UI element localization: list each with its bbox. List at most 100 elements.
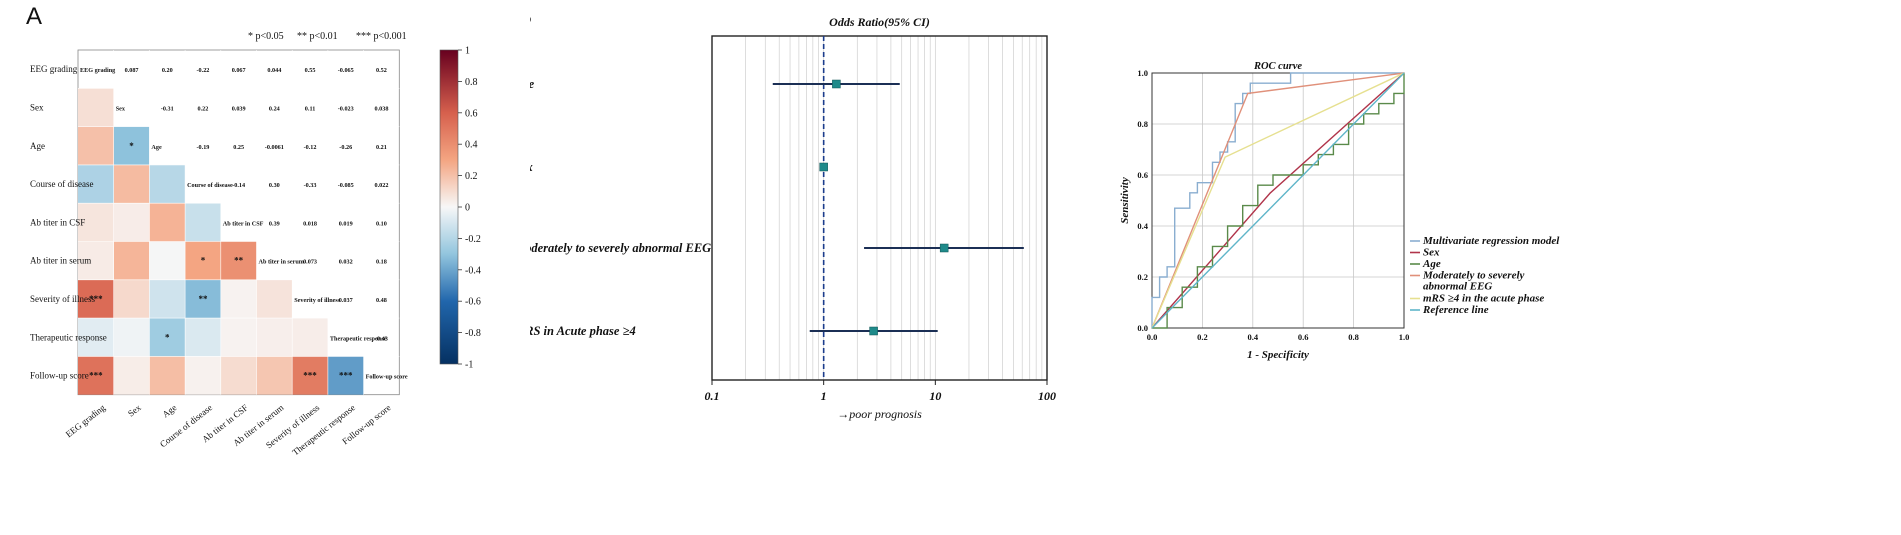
- y-tick-label: 0.6: [1137, 170, 1148, 180]
- odds-ratio-marker: [832, 79, 841, 89]
- colorbar-tick-label: -0.8: [465, 328, 481, 339]
- diagonal-variable-label: Course of disease: [187, 182, 233, 189]
- significance-star: ***: [339, 371, 353, 381]
- forest-title: Odds Ratio(95% CI): [829, 15, 930, 29]
- forest-row-label: MRS in Acute phase ≥4: [530, 324, 636, 338]
- heatmap-cell: [185, 203, 221, 242]
- heatmap-cell: [78, 88, 114, 127]
- correlation-value: 0.073: [303, 259, 317, 266]
- colorbar-tick-label: -0.2: [465, 234, 481, 245]
- correlation-value: -0.43: [375, 335, 388, 342]
- colorbar-tick-label: 0: [465, 203, 470, 214]
- legend-entry: Multivariate regression model: [1422, 235, 1560, 247]
- forest-row-label: Age: [530, 77, 535, 91]
- diagonal-variable-label: Severity of illness: [294, 297, 341, 304]
- roc-chart: C ROC curve0.00.00.20.20.40.40.60.60.80.…: [1070, 3, 1560, 361]
- correlation-heatmap: A * p<0.05 ** p<0.01 *** p<0.001 EEG gradi…: [26, 3, 481, 458]
- x-axis-label: →poor prognosis: [837, 407, 922, 421]
- panel-a: A * p<0.05 ** p<0.01 *** p<0.001 EEG gradi…: [0, 0, 600, 530]
- column-label: Therapeutic response: [290, 402, 357, 457]
- roc-series-line: [1152, 73, 1405, 329]
- diagonal-variable-label: Therapeutic response: [330, 335, 387, 342]
- odds-ratio-marker: [869, 326, 878, 336]
- y-tick-label: 0.4: [1137, 221, 1148, 231]
- forest-row-label: Sex: [530, 160, 533, 174]
- correlation-value: -0.023: [338, 105, 354, 112]
- row-label: Course of disease: [30, 179, 93, 189]
- x-tick-label: 100: [1038, 389, 1056, 403]
- heatmap-cell: [113, 203, 150, 242]
- significance-star: ***: [89, 294, 103, 304]
- diagonal-variable-label: EEG grading: [80, 67, 116, 74]
- heatmap-cell: [149, 318, 186, 357]
- legend-entry: Sex: [1423, 247, 1440, 259]
- row-label: Therapeutic response: [30, 332, 107, 342]
- correlation-value: 0.52: [376, 67, 387, 74]
- diagonal-variable-label: Ab titer in CSF: [223, 220, 264, 227]
- forest-row-label: Moderately to severely abnormal EEG: [530, 241, 711, 255]
- heatmap-cell: [78, 203, 114, 242]
- correlation-value: 0.038: [374, 105, 388, 112]
- heatmap-cell: [113, 241, 150, 280]
- colorbar-tick-label: 0.8: [465, 77, 478, 88]
- correlation-value: 0.21: [376, 144, 387, 151]
- forest-frame: [711, 35, 1048, 381]
- correlation-value: 0.032: [339, 259, 353, 266]
- colorbar-tick-label: 0.2: [465, 171, 478, 182]
- row-label: Sex: [30, 102, 44, 112]
- correlation-value: -0.085: [338, 182, 354, 189]
- row-label: Ab titer in serum: [30, 256, 91, 266]
- correlation-value: 0.039: [232, 105, 246, 112]
- significance-star: ***: [303, 371, 317, 381]
- heatmap-cell: [113, 279, 150, 319]
- column-label: EEG grading: [64, 402, 108, 439]
- row-label: Ab titer in CSF: [30, 217, 85, 227]
- correlation-value: 0.24: [269, 105, 280, 112]
- correlation-value: 0.10: [376, 220, 387, 227]
- correlation-value: 0.39: [269, 220, 280, 227]
- y-axis-label: Sensitivity: [1119, 177, 1131, 224]
- correlation-value: 0.019: [339, 220, 353, 227]
- heatmap-cell: [185, 241, 221, 280]
- colorbar-tick-label: 0.6: [465, 108, 478, 119]
- y-tick-label: 1.0: [1137, 68, 1148, 78]
- significance-legend-item: * p<0.05: [248, 31, 284, 42]
- correlation-value: -0.22: [197, 67, 210, 74]
- roc-series-line: [1151, 72, 1405, 329]
- y-tick-label: 0.2: [1137, 272, 1148, 282]
- diagonal-variable-label: Follow-up score: [366, 374, 408, 381]
- row-label: Age: [30, 141, 45, 151]
- correlation-value: -0.31: [161, 105, 174, 112]
- significance-star: **: [198, 294, 208, 304]
- significance-star: *: [129, 141, 134, 151]
- heatmap-cell: [220, 241, 257, 280]
- x-tick-label: 1.0: [1399, 332, 1410, 342]
- x-tick-label: 0.2: [1197, 332, 1208, 342]
- heatmap-cell: [113, 126, 150, 165]
- heatmap-cell: [256, 356, 293, 395]
- colorbar-gradient: [439, 49, 459, 365]
- y-tick-label: 0.0: [1137, 323, 1148, 333]
- y-tick-label: 0.8: [1137, 119, 1148, 129]
- colorbar-tick-label: -1: [465, 360, 473, 371]
- colorbar: 1 0.8 0.6 0.4 0.2 0 -0.2 -0.4 -0.6 -0.8 -1: [439, 46, 481, 371]
- significance-legend-item: *** p<0.001: [356, 31, 407, 42]
- heatmap-cell: [78, 241, 114, 280]
- heatmap-cell: [185, 279, 221, 319]
- diagonal-variable-label: Sex: [116, 105, 126, 112]
- correlation-value: 0.022: [374, 182, 388, 189]
- heatmap-cell: [149, 164, 186, 204]
- heatmap-cell: [292, 356, 328, 395]
- correlation-value: -0.19: [197, 144, 210, 151]
- x-axis-label: 1 - Specificity: [1247, 349, 1309, 361]
- odds-ratio-marker: [939, 243, 949, 253]
- odds-ratio-marker: [819, 162, 828, 172]
- correlation-value: -0.065: [338, 67, 354, 74]
- panel-c: C ROC curve0.00.00.20.20.40.40.60.60.80.…: [1070, 0, 1901, 530]
- x-tick-label: 10: [929, 389, 941, 403]
- diagonal-variable-label: Ab titer in serum: [259, 259, 305, 266]
- heatmap-cell: [256, 318, 293, 357]
- column-label: Age: [161, 402, 179, 419]
- colorbar-tick-label: 0.4: [465, 140, 478, 151]
- correlation-value: 0.22: [198, 105, 209, 112]
